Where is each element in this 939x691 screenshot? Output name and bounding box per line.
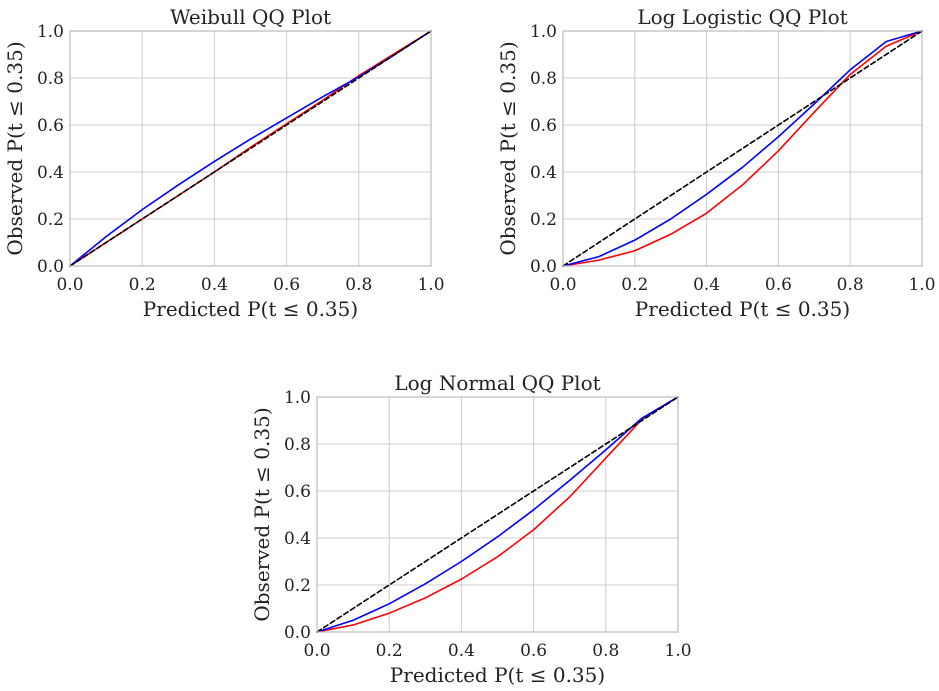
x-axis-label: Predicted P(t ≤ 0.35)	[390, 663, 605, 687]
y-tick-label: 0.0	[530, 257, 557, 277]
x-tick-label: 0.8	[345, 275, 372, 295]
y-axis-label: Observed P(t ≤ 0.35)	[496, 41, 520, 255]
y-axis-label: Observed P(t ≤ 0.35)	[3, 41, 27, 255]
series-line-1	[562, 30, 923, 267]
plot-area-frame	[562, 30, 923, 267]
y-tick-label: 0.8	[284, 435, 311, 455]
y-tick-label: 0.4	[530, 163, 557, 183]
x-tick-label: 0.6	[520, 641, 547, 661]
series-line-1	[69, 30, 432, 267]
x-tick-label: 1.0	[908, 275, 935, 295]
series-line-0	[316, 396, 679, 633]
y-tick-label: 0.0	[284, 623, 311, 643]
y-tick-label: 0.4	[37, 163, 64, 183]
x-axis-label: Predicted P(t ≤ 0.35)	[635, 297, 850, 321]
x-tick-label: 1.0	[664, 641, 691, 661]
x-tick-label: 0.4	[448, 641, 475, 661]
y-tick-label: 0.6	[530, 116, 557, 136]
x-tick-label: 0.2	[376, 641, 403, 661]
chart-title: Log Logistic QQ Plot	[637, 5, 847, 29]
y-tick-label: 0.0	[37, 257, 64, 277]
x-tick-label: 0.8	[837, 275, 864, 295]
series-line-1	[316, 396, 679, 633]
x-tick-label: 0.4	[693, 275, 720, 295]
x-tick-label: 0.2	[621, 275, 648, 295]
y-tick-label: 0.8	[530, 69, 557, 89]
weibull-qq-panel: 0.0 0.2 0.4 0.6 0.8 1.0 0.0 0.2 0.4 0.6 0.8 1.0 Weib…	[3, 5, 445, 321]
x-tick-label: 0.0	[549, 275, 576, 295]
y-tick-label: 1.0	[37, 22, 64, 42]
x-tick-label: 0.4	[201, 275, 228, 295]
series-line-0	[562, 30, 923, 267]
y-tick-label: 0.2	[530, 210, 557, 230]
y-tick-label: 0.2	[284, 576, 311, 596]
chart-title: Log Normal QQ Plot	[394, 371, 600, 395]
x-tick-label: 0.6	[273, 275, 300, 295]
x-tick-label: 0.0	[303, 641, 330, 661]
reference-diagonal-line	[69, 30, 432, 267]
y-tick-label: 1.0	[530, 22, 557, 42]
plot-area-frame	[316, 396, 679, 633]
log-logistic-qq-panel: 0.0 0.2 0.4 0.6 0.8 1.0 0.0 0.2 0.4 0.6 0.8 1.0 Log …	[496, 5, 936, 321]
x-axis-label: Predicted P(t ≤ 0.35)	[143, 297, 358, 321]
y-tick-label: 0.2	[37, 210, 64, 230]
x-tick-label: 0.6	[765, 275, 792, 295]
reference-diagonal-line	[562, 30, 923, 267]
y-tick-label: 0.8	[37, 69, 64, 89]
x-tick-label: 0.2	[129, 275, 156, 295]
reference-diagonal-line	[316, 396, 679, 633]
y-axis-label: Observed P(t ≤ 0.35)	[250, 407, 274, 621]
y-tick-label: 0.6	[284, 482, 311, 502]
x-tick-label: 0.8	[592, 641, 619, 661]
x-tick-label: 1.0	[417, 275, 444, 295]
x-tick-label: 0.0	[56, 275, 83, 295]
y-tick-label: 0.4	[284, 529, 311, 549]
y-tick-label: 1.0	[284, 388, 311, 408]
chart-title: Weibull QQ Plot	[170, 5, 331, 29]
log-normal-qq-panel: 0.0 0.2 0.4 0.6 0.8 1.0 0.0 0.2 0.4 0.6 0.8 1.0 Log …	[250, 371, 692, 687]
plot-area-frame	[69, 30, 432, 267]
y-tick-label: 0.6	[37, 116, 64, 136]
